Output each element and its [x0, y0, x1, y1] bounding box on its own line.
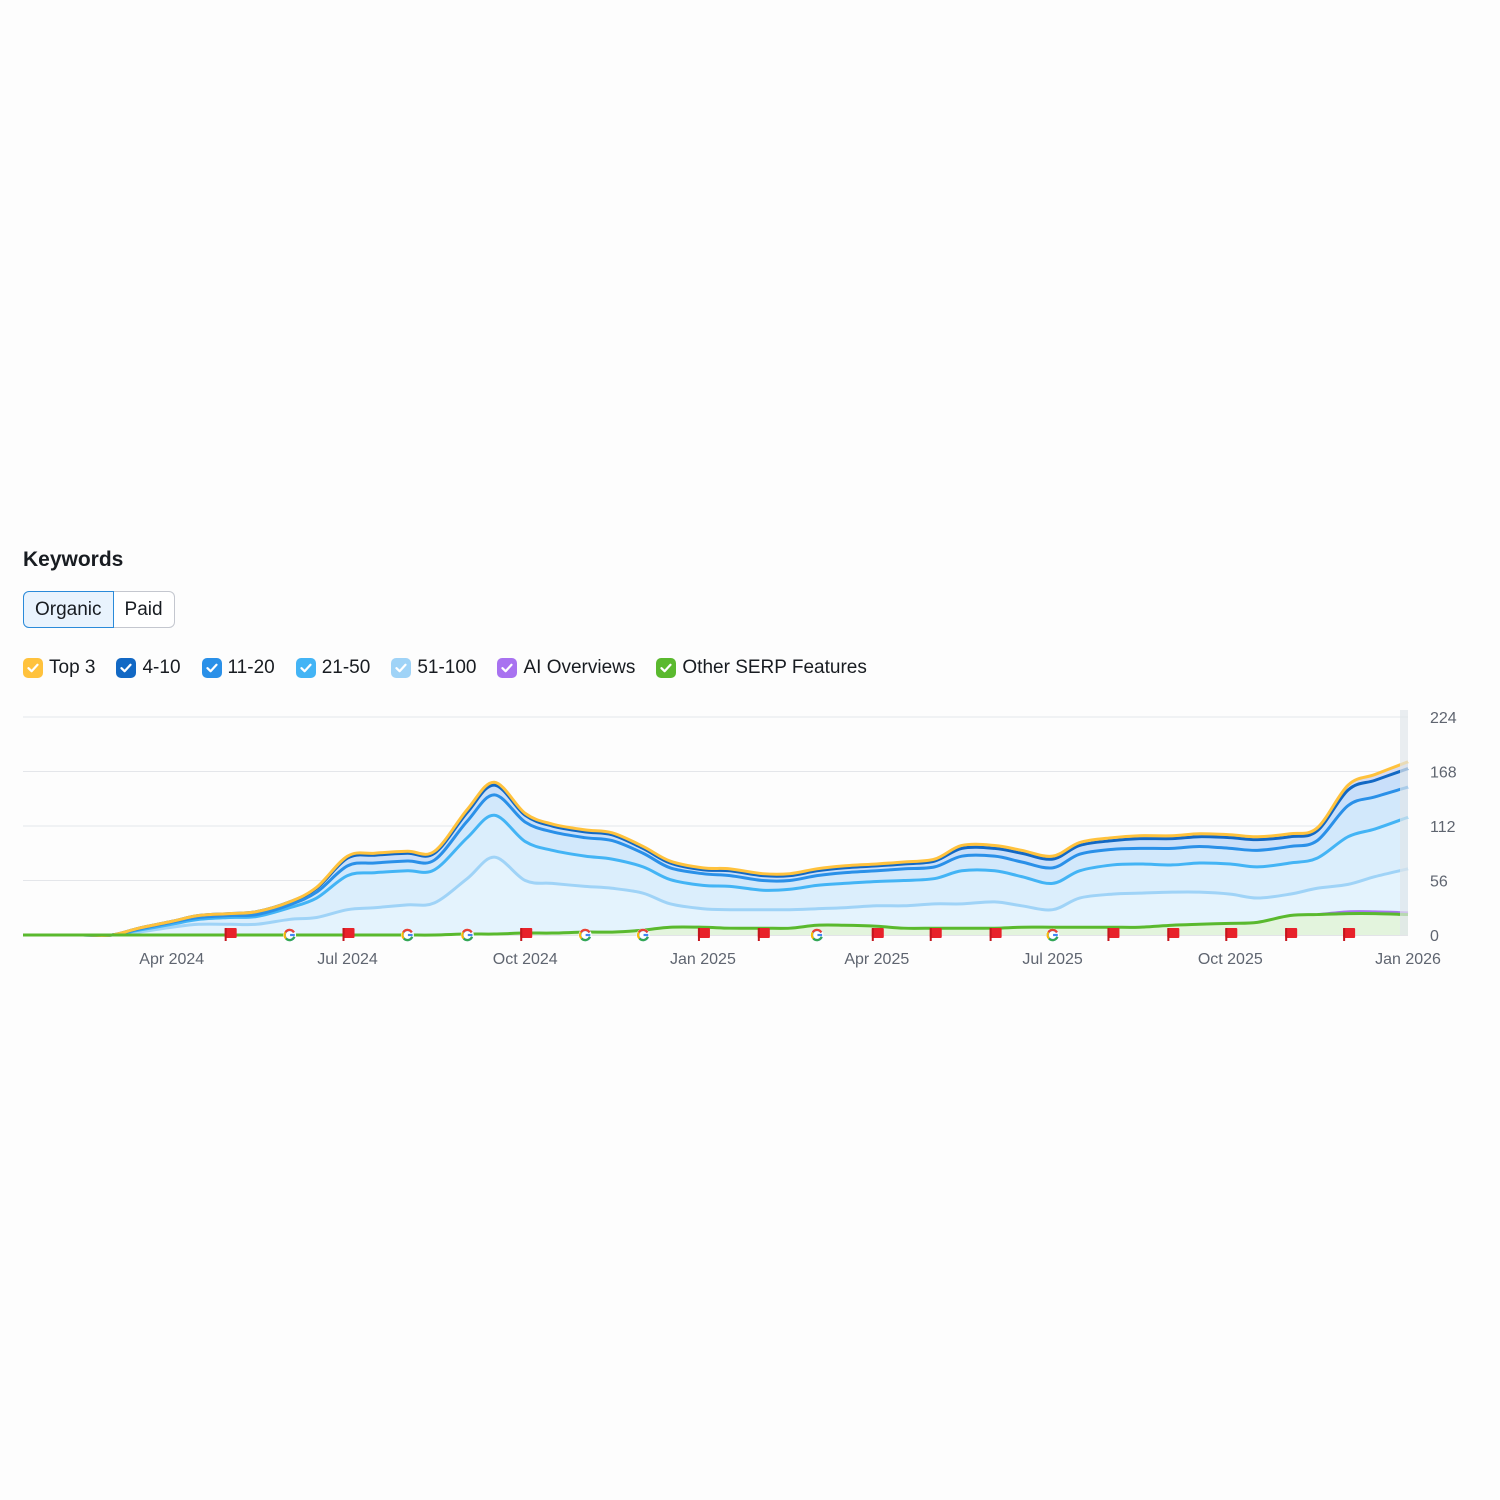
hover-column: [1400, 710, 1408, 935]
google-update-icon[interactable]: [460, 928, 474, 942]
google-update-icon[interactable]: [400, 928, 414, 942]
y-tick-label: 112: [1430, 819, 1456, 836]
legend-label: 21-50: [321, 657, 371, 678]
google-update-icon[interactable]: [1046, 928, 1060, 942]
legend-item-51-100[interactable]: 51-100: [391, 657, 476, 679]
legend-item-21-50[interactable]: 21-50: [295, 657, 371, 679]
tab-paid[interactable]: Paid: [113, 591, 175, 628]
y-tick-label: 56: [1430, 874, 1448, 891]
legend-item-11-20[interactable]: 11-20: [201, 657, 275, 679]
checkbox-icon[interactable]: [201, 658, 222, 678]
legend-label: 4-10: [142, 657, 181, 678]
checkbox-icon[interactable]: [23, 658, 43, 678]
x-tick-label: Apr 2024: [139, 951, 204, 968]
flag-marker-icon[interactable]: [989, 928, 1002, 941]
widget-title: Keywords: [23, 548, 124, 571]
legend-item-4-10[interactable]: 4-10: [116, 657, 181, 679]
flag-marker-icon[interactable]: [1225, 928, 1238, 941]
y-tick-label: 168: [1430, 765, 1457, 782]
organic-paid-toggle: Organic Paid: [23, 591, 175, 628]
flag-marker-icon[interactable]: [1285, 928, 1298, 941]
x-tick-label: Oct 2025: [1198, 951, 1263, 968]
area-11-20: [23, 787, 1408, 936]
legend-label: 51-100: [417, 657, 477, 678]
flag-marker-icon[interactable]: [1107, 928, 1120, 941]
area-51-100: [23, 857, 1408, 936]
legend-item-other-serp-features[interactable]: Other SERP Features: [656, 657, 867, 679]
flag-marker-icon[interactable]: [342, 928, 355, 941]
legend-label: AI Overviews: [523, 657, 636, 678]
checkbox-icon[interactable]: [295, 658, 316, 678]
y-tick-label: 224: [1430, 710, 1457, 727]
x-tick-label: Jan 2026: [1375, 951, 1441, 968]
google-update-icon[interactable]: [283, 928, 297, 942]
area-other-serp-features: [23, 913, 1408, 936]
checkbox-icon[interactable]: [656, 658, 677, 678]
series-line-top-3[interactable]: [23, 760, 1409, 937]
keywords-widget: Keywords Organic Paid Top 3 4-10 11-20 21-5…: [23, 540, 1483, 980]
chart-legend: Top 3 4-10 11-20 21-50 51-100 AI Overviews Oth…: [23, 656, 888, 680]
legend-item-ai-overviews[interactable]: AI Overviews: [497, 657, 635, 679]
series-line-21-50[interactable]: [23, 813, 1409, 937]
legend-item-top-3[interactable]: Top 3: [23, 657, 95, 679]
keywords-chart: 0 56 112 168 224 Apr 2024 Jul 2024 Oct 2024 Jan …: [23, 710, 1457, 968]
series-line-11-20[interactable]: [23, 785, 1409, 937]
legend-label: Top 3: [49, 657, 96, 678]
series-line-other-serp-features[interactable]: [23, 911, 1409, 937]
tab-organic[interactable]: Organic: [23, 591, 114, 628]
google-update-icon[interactable]: [578, 928, 592, 942]
flag-marker-icon[interactable]: [1167, 928, 1180, 941]
google-update-icon[interactable]: [810, 928, 824, 942]
flag-marker-icon[interactable]: [929, 928, 942, 941]
checkbox-icon[interactable]: [116, 658, 137, 678]
flag-marker-icon[interactable]: [520, 928, 533, 941]
flag-marker-icon[interactable]: [697, 928, 710, 941]
legend-label: Other SERP Features: [682, 657, 867, 678]
flag-marker-icon[interactable]: [224, 928, 237, 941]
legend-label: 11-20: [227, 657, 275, 678]
flag-marker-icon[interactable]: [871, 928, 884, 941]
x-tick-label: Oct 2024: [493, 951, 558, 968]
x-tick-label: Jul 2025: [1022, 951, 1083, 968]
x-tick-label: Jan 2025: [670, 951, 736, 968]
y-tick-label: 0: [1430, 928, 1439, 945]
series-line-51-100[interactable]: [23, 855, 1409, 937]
x-tick-label: Apr 2025: [844, 951, 909, 968]
flag-marker-icon[interactable]: [1343, 928, 1356, 941]
flag-marker-icon[interactable]: [757, 928, 770, 941]
x-tick-label: Jul 2024: [317, 951, 378, 968]
checkbox-icon[interactable]: [391, 658, 412, 678]
checkbox-icon[interactable]: [497, 658, 518, 678]
google-update-icon[interactable]: [636, 928, 650, 942]
